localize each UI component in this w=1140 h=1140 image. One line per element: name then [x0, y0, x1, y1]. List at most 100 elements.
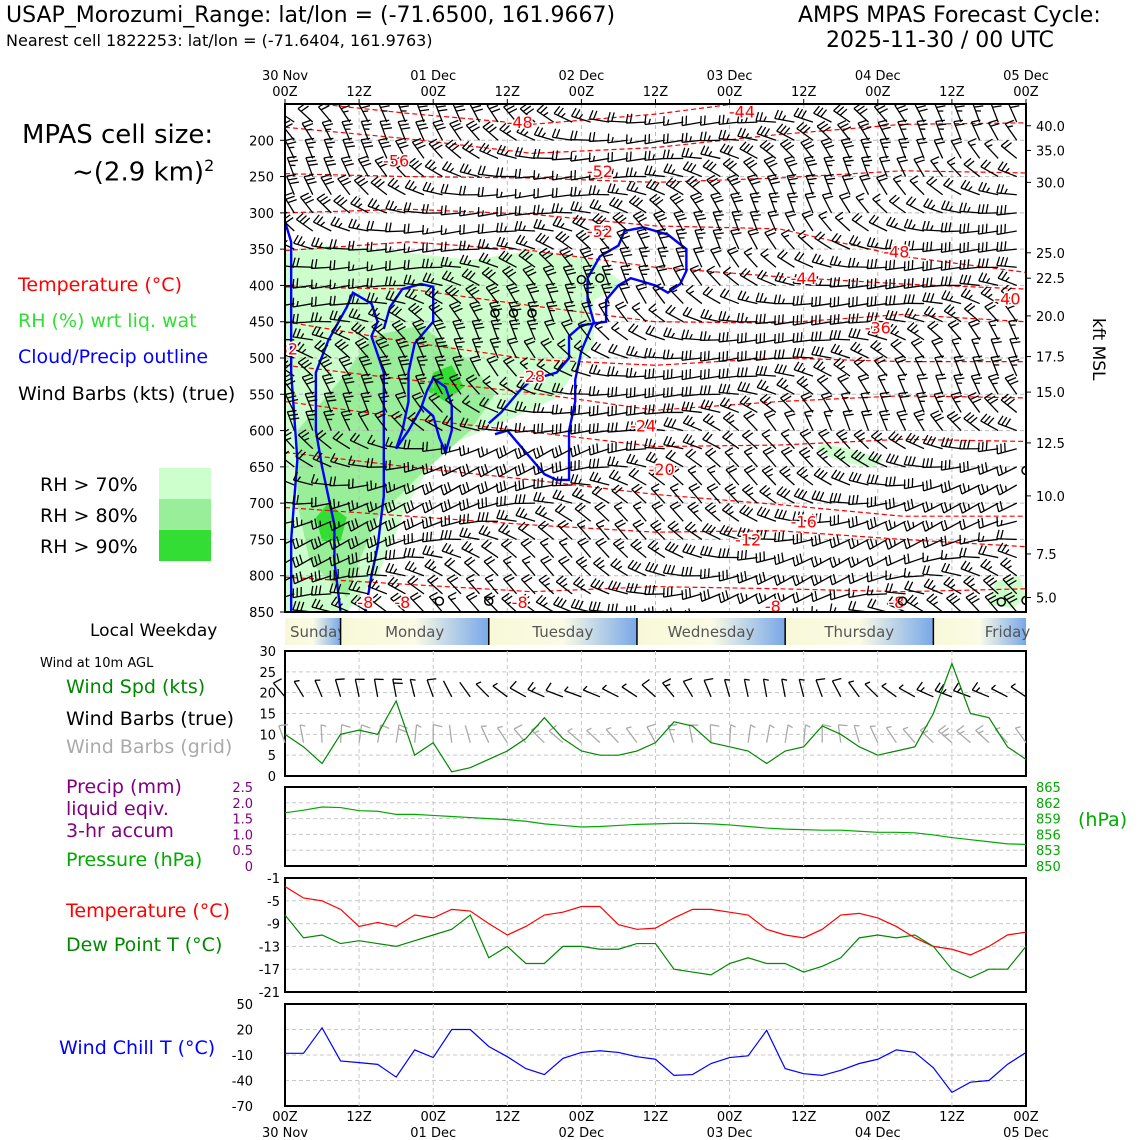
- wind-barb-shaft: [960, 295, 980, 305]
- wind-barb-feather: [940, 521, 945, 531]
- wind-barb: [903, 567, 925, 578]
- wind-barb-shaft: [312, 520, 332, 530]
- wind-barb-shaft: [897, 375, 907, 395]
- wind-barb-feather: [538, 506, 546, 515]
- wind-barb-feather: [351, 520, 356, 530]
- wind-barb-feather: [485, 424, 490, 430]
- wind-barb-shaft: [831, 476, 851, 486]
- wind-barb-shaft: [712, 230, 721, 250]
- wind-barb-shaft: [423, 466, 443, 475]
- wind-barb-feather: [292, 495, 295, 505]
- wind-barb: [562, 264, 577, 286]
- wind-barb-shaft: [834, 216, 851, 232]
- wind-barb-feather: [862, 141, 872, 145]
- wind-barb: [310, 237, 332, 250]
- wind-barb: [829, 329, 851, 341]
- wind-barb-feather: [693, 210, 703, 214]
- wind-barb-feather: [744, 332, 747, 342]
- wind-barb-shaft: [774, 357, 795, 360]
- wind-barb-feather: [489, 300, 499, 305]
- wind-barb-feather: [885, 310, 890, 320]
- wind-barb-shaft: [479, 448, 499, 458]
- wind-barb-feather: [777, 608, 780, 612]
- wind-barb-feather: [774, 315, 776, 325]
- wind-barb-shaft: [486, 359, 499, 377]
- wind-barb-feather: [644, 151, 647, 161]
- wind-barb-feather: [885, 260, 888, 270]
- wind-barb-feather: [837, 330, 842, 340]
- wind-barb-feather: [371, 580, 378, 589]
- wind-barb-shaft: [626, 448, 647, 451]
- time-height-plot: -48-44-56-52-52-48-40-36-28-44-16-24-20-…: [285, 104, 1026, 612]
- wind-barb-feather: [366, 242, 369, 252]
- wind-barb-feather: [638, 264, 649, 268]
- wind-barb-shaft: [860, 139, 870, 159]
- wind-barb-feather: [913, 340, 923, 347]
- wind-barb-feather: [393, 568, 398, 574]
- wind-barb: [515, 507, 536, 522]
- wind-barb-feather: [762, 487, 771, 495]
- wind-barb-feather: [713, 210, 723, 213]
- wind-barb-feather: [667, 520, 676, 528]
- wind-barb-feather: [749, 177, 759, 182]
- wind-barb: [835, 428, 851, 450]
- wind-barb: [311, 598, 332, 612]
- wind-barb: [304, 137, 316, 159]
- wind-barb-feather: [816, 107, 824, 116]
- wind-barb-shaft: [906, 601, 925, 612]
- wind-barb-feather: [648, 118, 651, 125]
- wind-barb-feather: [814, 513, 818, 523]
- wind-barb: [560, 319, 573, 341]
- wind-barb-feather: [448, 287, 457, 295]
- wind-barb: [731, 210, 743, 232]
- wind-barb-shaft: [943, 184, 962, 196]
- cloud-outline: [382, 282, 453, 456]
- wind-barb-shaft: [868, 520, 888, 531]
- wind-barb: [360, 119, 372, 141]
- wind-barb: [916, 391, 928, 413]
- wind-barb-feather: [615, 582, 621, 592]
- wind-barb-feather: [816, 120, 826, 127]
- wind-barb-shaft: [486, 105, 499, 123]
- wind-barb: [719, 288, 740, 305]
- wind-barb-feather: [815, 346, 820, 356]
- wind-barb: [940, 222, 962, 233]
- wind-barb-feather: [786, 413, 796, 418]
- wind-barb-feather: [837, 493, 842, 503]
- wind-barb-feather: [673, 210, 683, 214]
- wind-barb-feather: [601, 250, 612, 254]
- wind-barb-feather: [307, 159, 317, 163]
- wind-barb-feather: [708, 314, 713, 320]
- wind-barb-feather: [503, 541, 513, 548]
- wind-barb-shaft: [368, 502, 388, 513]
- wind-barb-feather: [592, 386, 596, 396]
- wind-barb: [347, 261, 369, 272]
- wind-barb: [445, 139, 462, 159]
- wind-barb-feather: [750, 210, 760, 213]
- wind-barb-feather: [634, 563, 642, 572]
- wind-barb-feather: [390, 179, 399, 188]
- wind-barb-shaft: [562, 267, 573, 286]
- wind-barb-shaft: [730, 230, 740, 250]
- wind-barb-shaft: [574, 508, 592, 522]
- wind-barb-shaft: [386, 538, 406, 547]
- wind-barb-feather: [727, 452, 734, 456]
- wind-barb-feather: [931, 585, 936, 590]
- wind-barb-feather: [518, 248, 527, 257]
- wind-barb-feather: [563, 322, 573, 327]
- wind-barb: [725, 464, 740, 486]
- wind-barb: [301, 373, 316, 395]
- wind-barb: [424, 286, 443, 305]
- wind-barb-feather: [377, 413, 386, 419]
- wind-barb-feather: [459, 254, 465, 264]
- wind-barb-feather: [529, 304, 539, 308]
- wind-barb-feather: [802, 126, 811, 134]
- wind-barb-feather: [389, 563, 395, 573]
- wind-barb-feather: [615, 540, 625, 547]
- wind-barb-shaft: [887, 520, 906, 532]
- wind-barb-feather: [949, 295, 954, 301]
- wind-barb: [347, 294, 369, 305]
- wind-barb-feather: [463, 209, 466, 216]
- wind-barb: [867, 325, 888, 341]
- wind-barb: [681, 368, 702, 381]
